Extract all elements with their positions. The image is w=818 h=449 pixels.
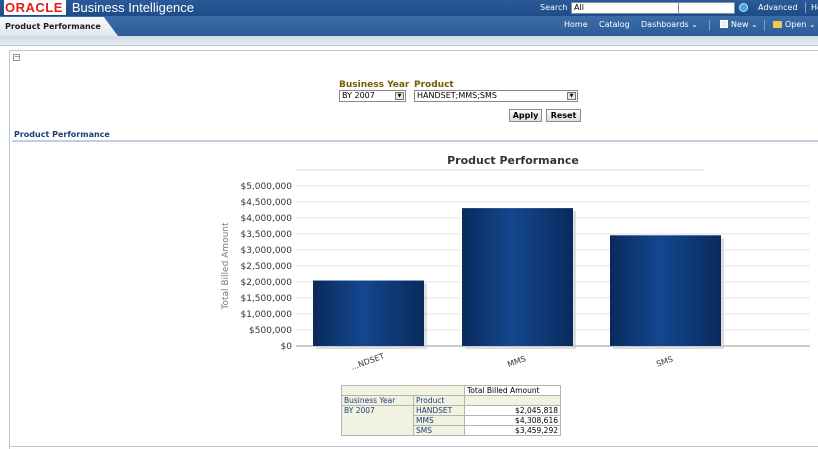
- nav-new[interactable]: New ⌄: [720, 20, 758, 29]
- bar-handset[interactable]: [313, 280, 424, 346]
- product-select[interactable]: HANDSET;MMS;SMS ▼: [414, 90, 578, 102]
- bar-mms[interactable]: [462, 208, 573, 346]
- search-go-icon[interactable]: [739, 3, 748, 12]
- section-title: Product Performance: [14, 130, 110, 139]
- folder-icon: [773, 21, 782, 28]
- y-tick-label: $1,500,000: [240, 294, 292, 304]
- row-product: MMS: [413, 415, 465, 426]
- row-product: SMS: [413, 425, 465, 436]
- row-amount: $3,459,292: [464, 425, 561, 436]
- frame-bottom-border: [9, 446, 818, 447]
- business-year-label: Business Year: [339, 80, 410, 90]
- nav-divider: [709, 20, 710, 31]
- product-performance-chart: Product Performance $0 $500,000 $1,000,000 $…: [221, 154, 810, 372]
- business-year-select[interactable]: BY 2007 ▼: [339, 90, 406, 102]
- content-frame: [9, 50, 818, 449]
- table-row: SMS $3,459,292: [342, 425, 561, 436]
- bar-sms[interactable]: [610, 235, 721, 346]
- business-year-value: BY 2007: [342, 91, 375, 100]
- collapse-icon[interactable]: −: [13, 53, 20, 61]
- nav-new-label: New ⌄: [731, 20, 758, 29]
- section-divider: [12, 140, 818, 142]
- y-tick-label: $3,000,000: [240, 246, 292, 256]
- tab-row: Product Performance Home Catalog Dashboa…: [0, 16, 818, 36]
- product-label: Product: [414, 80, 454, 90]
- nav-catalog[interactable]: Catalog: [599, 20, 630, 29]
- y-tick-label: $4,500,000: [240, 198, 292, 208]
- row-amount: $4,308,616: [464, 415, 561, 426]
- nav-open[interactable]: Open ⌄: [773, 20, 816, 29]
- x-tick-label: SMS: [655, 355, 674, 369]
- x-tick-label: ...NDSET: [350, 351, 386, 371]
- search-scope-value: All: [574, 3, 584, 12]
- y-tick-label: $4,000,000: [240, 214, 292, 224]
- nav-open-label: Open ⌄: [785, 20, 816, 29]
- nav-dashboards[interactable]: Dashboards ⌄: [641, 20, 698, 29]
- y-tick-label: $5,000,000: [240, 182, 292, 192]
- help-link[interactable]: He: [811, 3, 818, 12]
- oracle-logo: ORACLE: [4, 0, 66, 15]
- y-tick-label: $2,500,000: [240, 262, 292, 272]
- advanced-search-link[interactable]: Advanced: [758, 3, 798, 12]
- table-corner: [464, 395, 561, 406]
- apply-button[interactable]: Apply: [509, 109, 542, 122]
- product-name: Business Intelligence: [71, 0, 195, 15]
- row-product: HANDSET: [413, 405, 465, 416]
- measure-header: Total Billed Amount: [464, 385, 561, 396]
- reset-button[interactable]: Reset: [546, 109, 581, 122]
- brand-logo: ORACLE Business Intelligence: [4, 0, 195, 15]
- nav-divider: [764, 20, 765, 31]
- chevron-down-icon[interactable]: ▼: [395, 92, 404, 100]
- table-corner: [341, 385, 465, 396]
- column-header-business-year: Business Year: [341, 395, 414, 406]
- header-divider: [805, 2, 806, 13]
- chevron-down-icon[interactable]: ▼: [567, 92, 576, 100]
- y-axis-label: Total Billed Amount: [221, 222, 231, 311]
- y-tick-label: $500,000: [249, 326, 292, 336]
- nav-home[interactable]: Home: [564, 20, 588, 29]
- search-input[interactable]: [678, 2, 735, 14]
- y-tick-label: $2,000,000: [240, 278, 292, 288]
- tab-product-performance[interactable]: Product Performance: [0, 17, 118, 36]
- y-tick-label: $1,000,000: [240, 310, 292, 320]
- row-amount: $2,045,818: [464, 405, 561, 416]
- chart-title: Product Performance: [447, 154, 579, 167]
- column-header-product: Product: [413, 395, 465, 406]
- table-row: BY 2007 HANDSET $2,045,818: [341, 405, 561, 436]
- product-value: HANDSET;MMS;SMS: [417, 91, 497, 100]
- search-label: Search: [540, 3, 568, 12]
- pivot-table: Total Billed Amount Business Year Produc…: [341, 385, 561, 436]
- row-business-year: BY 2007: [341, 405, 414, 436]
- new-icon: [720, 20, 728, 28]
- sub-bar: [0, 36, 818, 46]
- x-tick-label: MMS: [506, 354, 527, 369]
- y-tick-label: $3,500,000: [240, 230, 292, 240]
- y-tick-label: $0: [281, 342, 293, 352]
